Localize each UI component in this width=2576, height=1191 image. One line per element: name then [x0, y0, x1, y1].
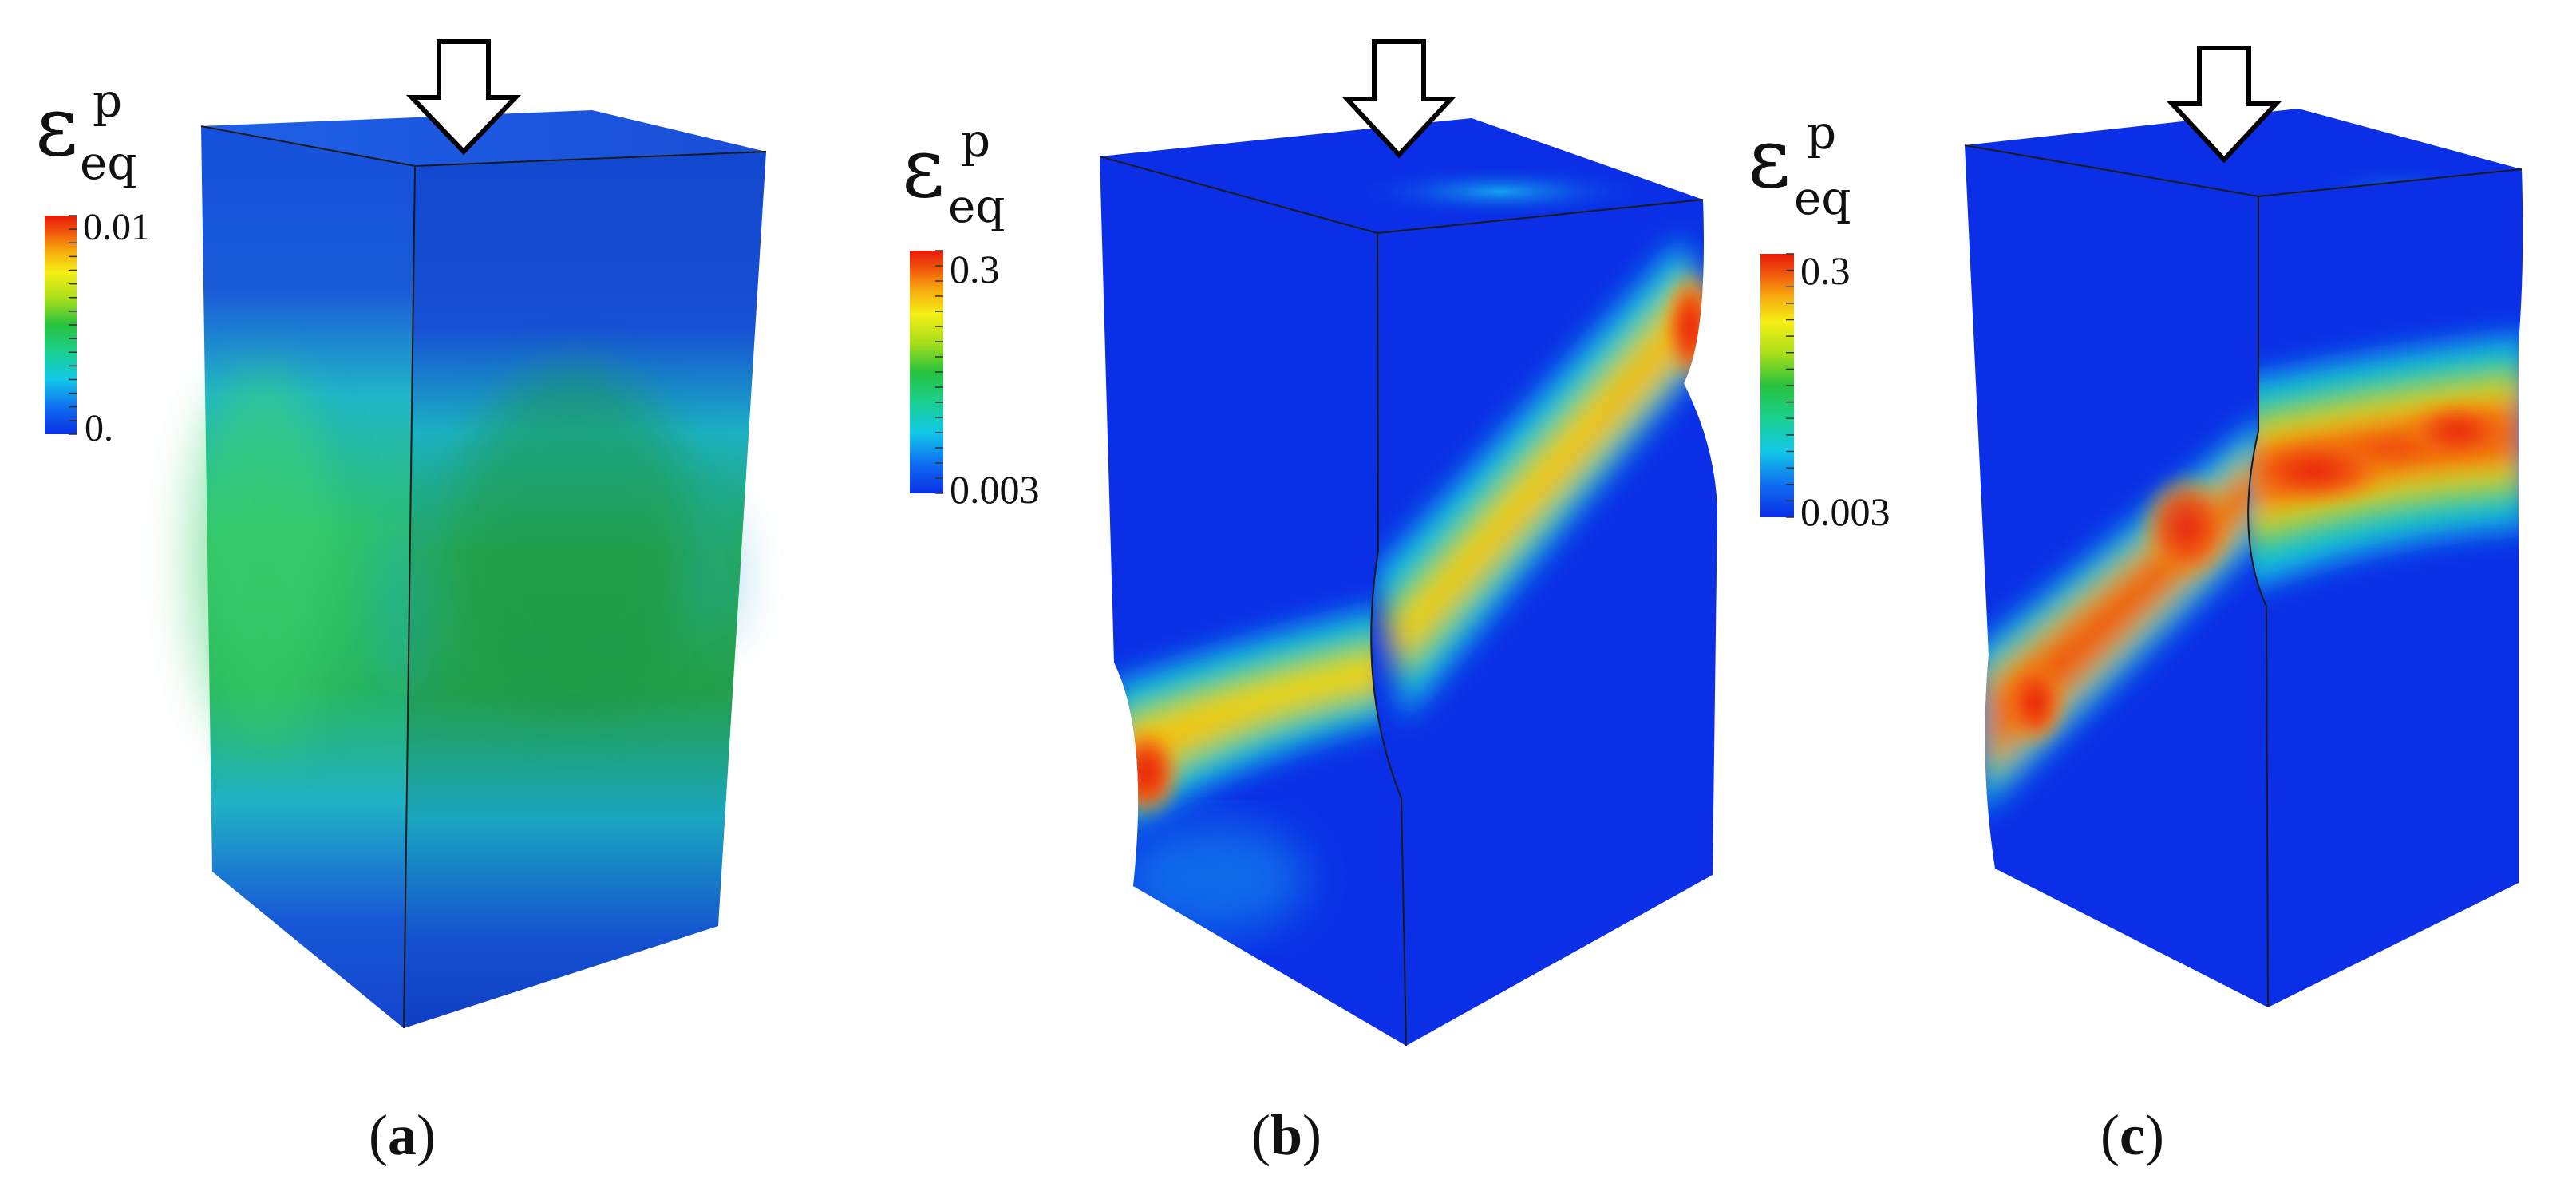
legend-b-superscript: p — [961, 113, 990, 168]
panel-a: ε p eq 0.01 0. (a) — [35, 39, 767, 1167]
colorbar-b-min-label: 0.003 — [950, 467, 1040, 512]
specimen-block-a — [192, 110, 767, 1029]
legend-b-subscript: eq — [948, 179, 1005, 233]
colorbar-c-max-label: 0.3 — [1800, 248, 1851, 293]
colorbar-b: ε p eq 0.3 0.003 — [902, 113, 1040, 512]
legend-b-symbol: ε — [902, 119, 945, 216]
colorbar-a-max-label: 0.01 — [83, 206, 150, 248]
colorbar-a-min-label: 0. — [85, 407, 113, 449]
colorbar-b-ticks — [935, 250, 943, 494]
caption-b: (b) — [1251, 1103, 1322, 1167]
block-c-edges — [1964, 144, 2523, 1008]
colorbar-a-ticks — [69, 215, 77, 435]
caption-a: (a) — [369, 1103, 436, 1167]
legend-a-subscript: eq — [80, 136, 136, 190]
block-b-left-face — [1100, 156, 1406, 1046]
specimen-block-c — [1964, 109, 2523, 1008]
colorbar-c-min-label: 0.003 — [1800, 489, 1891, 534]
legend-c-subscript: eq — [1794, 171, 1851, 225]
colorbar-b-max-label: 0.3 — [950, 247, 1000, 291]
load-arrow-c — [2167, 46, 2282, 164]
legend-a-symbol: ε — [35, 77, 78, 175]
legend-c-superscript: p — [1807, 105, 1836, 160]
panel-c: ε p eq 0.3 0.003 (c) — [1748, 46, 2523, 1167]
panel-b: ε p eq 0.3 0.003 (b) — [902, 39, 1717, 1167]
block-a-edges — [200, 125, 767, 1029]
caption-c: (c) — [2100, 1103, 2164, 1167]
load-arrow-a — [405, 39, 522, 156]
legend-a-superscript: p — [93, 73, 122, 128]
colorbar-a: ε p eq 0.01 0. — [35, 73, 150, 449]
specimen-block-b — [1099, 118, 1717, 1047]
load-arrow-b — [1341, 39, 1456, 159]
block-c-right-face — [2248, 169, 2523, 1007]
legend-c-symbol: ε — [1748, 109, 1791, 207]
block-b-edges — [1099, 156, 1704, 1047]
colorbar-c: ε p eq 0.3 0.003 — [1748, 105, 1891, 534]
colorbar-c-ticks — [1786, 253, 1794, 518]
